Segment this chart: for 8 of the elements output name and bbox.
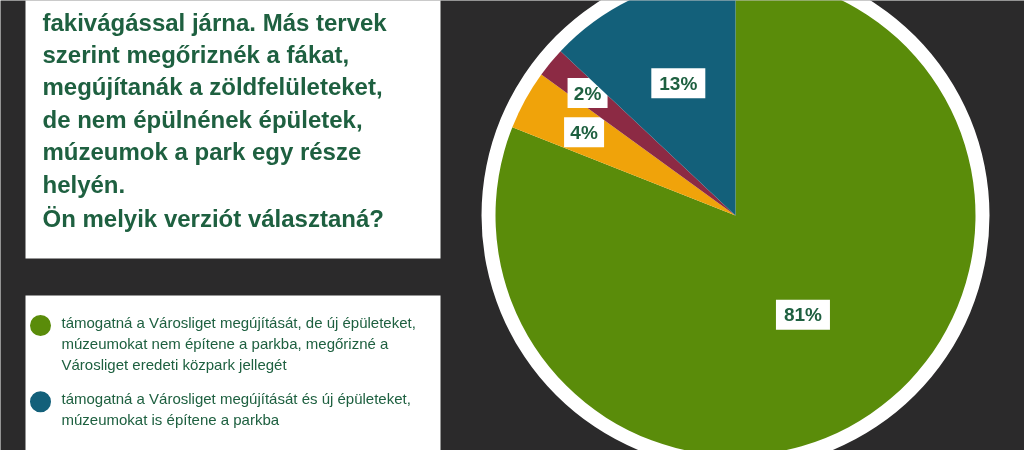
data-label: 81% (783, 304, 823, 326)
data-label: 13% (659, 72, 698, 94)
legend-label: támogatná a Városliget megújítását, de új épületeket, múzeumokat nem építene a parkba, megőrizné a Városliget eredeti közpark jellegét (61, 313, 416, 373)
text: fakivágással járna. Más tervek szerint megőriznék a fákat, megújítanák a zöldfelületeket, de nem épülnének épületek, múzeumok a park egy része helyén. (42, 8, 388, 198)
data-label: 2% (573, 82, 602, 104)
text: Ön melyik verziót választaná? (42, 205, 384, 233)
data-label: 4% (570, 121, 598, 143)
legend-label: támogatná a Városliget megújítását és új épületeket, múzeumokat is építene a parkba (61, 389, 411, 428)
